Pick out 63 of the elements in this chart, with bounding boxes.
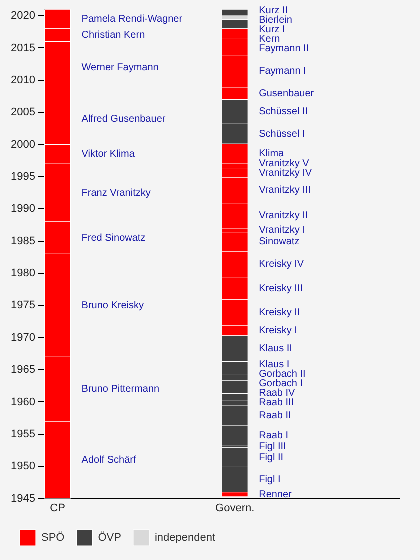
series-label: Faymann I [259, 66, 306, 78]
series-label: Franz Vranitzky [82, 188, 151, 199]
series-label: Bruno Kreisky [82, 300, 144, 312]
series-label: Raab I [259, 430, 289, 442]
y-tick-label: 1975 [10, 300, 36, 312]
series-label: Figl II [259, 452, 284, 464]
y-tick-label: 1945 [10, 492, 36, 505]
series-label: Faymann II [259, 43, 310, 54]
series-label: Bierlein [259, 14, 292, 26]
y-tick-label: 1950 [10, 460, 36, 473]
series-label: Kreisky IV [259, 259, 304, 270]
y-tick-label: 1970 [10, 332, 36, 344]
series-label: Sinowatz [259, 236, 300, 248]
series-label: Raab II [259, 410, 292, 422]
series-label: Kreisky III [259, 283, 303, 294]
series-label: Kern [259, 34, 280, 45]
series-label: Figl III [259, 441, 286, 452]
series-label: Kreisky I [259, 326, 298, 337]
x-tick-label: CP [50, 502, 66, 514]
series-label: Raab III [259, 398, 294, 409]
series-label: Fred Sinowatz [82, 232, 146, 244]
series-label: Adolf Schärf [82, 454, 136, 466]
series-label: Vranitzky III [259, 185, 311, 196]
y-tick-label: 1965 [10, 364, 36, 376]
series-label: Figl I [259, 474, 281, 486]
series-label: Kurz II [259, 5, 288, 16]
y-tick-label: 1955 [10, 428, 36, 440]
series-label: Kreisky II [259, 308, 300, 319]
series-label: Gorbach II [259, 369, 306, 380]
series-label: Gusenbauer [259, 88, 315, 100]
series-label: Pamela Rendi-Wagner [82, 14, 184, 26]
y-tick-label: 2010 [10, 74, 36, 86]
y-tick-label: 1980 [10, 268, 36, 280]
legend-label: SPÖ [42, 531, 66, 544]
y-tick-label: 1985 [10, 235, 36, 248]
series-label: Alfred Gusenbauer [82, 114, 166, 125]
series-label: Christian Kern [82, 30, 146, 42]
legend-label: ÖVP [98, 531, 122, 544]
y-tick-label: 2000 [10, 138, 36, 151]
series-label: Renner [259, 489, 293, 500]
legend-label: independent [154, 532, 216, 544]
y-tick-label: 2020 [10, 10, 36, 22]
series-label: Klaus II [259, 344, 292, 355]
y-tick-label: 2005 [10, 106, 36, 119]
series-label: Raab IV [259, 388, 296, 400]
series-label: Schüssel I [259, 128, 306, 140]
y-tick-label: 1995 [10, 170, 36, 183]
series-label: Klaus I [259, 360, 290, 371]
series-label: Kurz I [259, 24, 286, 36]
y-tick-label: 1960 [10, 396, 36, 408]
series-label: Schüssel II [259, 106, 308, 118]
y-tick-label: 2015 [10, 42, 36, 54]
series-label: Vranitzky IV [259, 168, 312, 180]
series-label: Gorbach I [259, 378, 304, 390]
x-tick-label: Govern. [216, 502, 255, 514]
series-label: Klima [259, 148, 285, 160]
y-tick-label: 1990 [10, 203, 36, 216]
series-label: Viktor Klima [82, 149, 136, 160]
series-label: Bruno Pittermann [82, 384, 160, 396]
series-label: Werner Faymann [82, 62, 159, 74]
series-label: Vranitzky V [259, 158, 310, 170]
series-label: Vranitzky II [259, 210, 308, 222]
series-label: Vranitzky I [259, 225, 306, 236]
